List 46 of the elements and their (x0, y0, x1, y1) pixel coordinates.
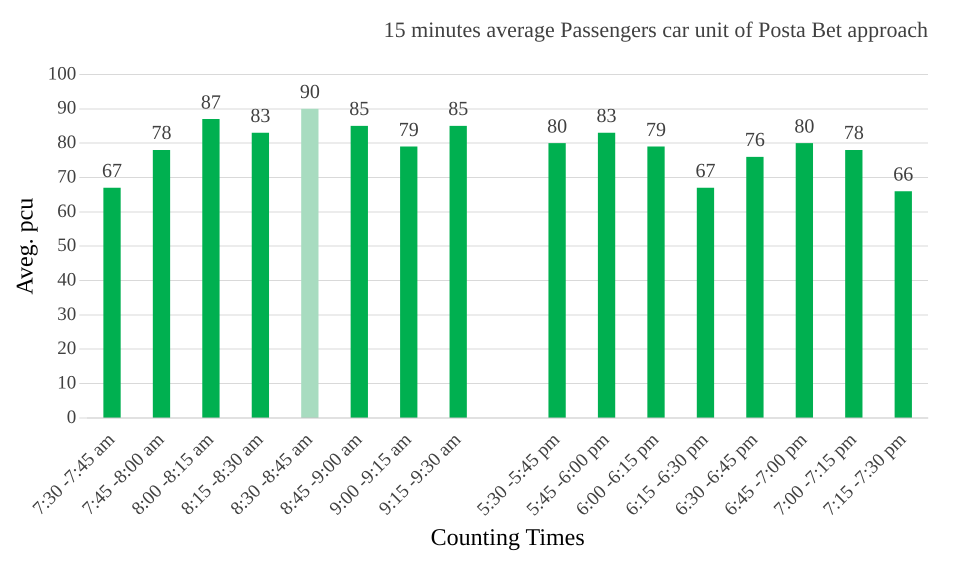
bar (894, 191, 912, 418)
y-tick-label: 90 (57, 98, 76, 119)
data-label: 83 (250, 105, 270, 128)
bar (202, 119, 220, 418)
bar (696, 188, 714, 418)
bar (301, 108, 318, 418)
y-tick-label: 80 (57, 132, 76, 154)
data-label: 83 (596, 105, 617, 128)
bar (647, 146, 665, 418)
data-label: 67 (102, 160, 122, 182)
data-label: 67 (695, 160, 716, 182)
bar (548, 143, 566, 418)
chart-title: 15 minutes average Passengers car unit of Posta Bet approach (384, 16, 928, 42)
y-tick-label: 100 (48, 63, 76, 84)
bar (746, 156, 764, 418)
data-label: 80 (547, 115, 568, 138)
bar (103, 188, 121, 418)
data-label: 78 (844, 122, 864, 144)
bar (350, 126, 368, 418)
y-tick-label: 60 (57, 200, 76, 222)
y-tick-label: 10 (57, 372, 76, 394)
bar (450, 126, 467, 418)
bar (400, 146, 418, 418)
bar (598, 132, 616, 418)
data-label: 85 (448, 98, 468, 120)
y-tick-label: 30 (57, 304, 76, 325)
y-tick-label: 0 (66, 406, 76, 428)
data-label: 66 (893, 163, 914, 186)
data-label: 76 (744, 129, 765, 152)
x-axis-title: Counting Times (430, 524, 585, 551)
y-axis-title: Aveg. pcu (12, 198, 39, 295)
bar (845, 150, 862, 418)
bar (796, 143, 814, 418)
data-label: 85 (349, 98, 370, 120)
bar (152, 150, 170, 418)
data-label: 87 (200, 91, 221, 114)
data-label: 90 (300, 81, 320, 104)
data-label: 79 (646, 118, 666, 141)
y-tick-label: 70 (57, 166, 76, 188)
y-tick-label: 40 (57, 270, 76, 291)
y-tick-label: 50 (57, 235, 76, 256)
bar (252, 132, 270, 418)
data-label: 78 (151, 122, 172, 144)
data-label: 80 (794, 115, 814, 138)
data-label: 79 (398, 118, 419, 141)
y-tick-label: 20 (57, 338, 76, 360)
